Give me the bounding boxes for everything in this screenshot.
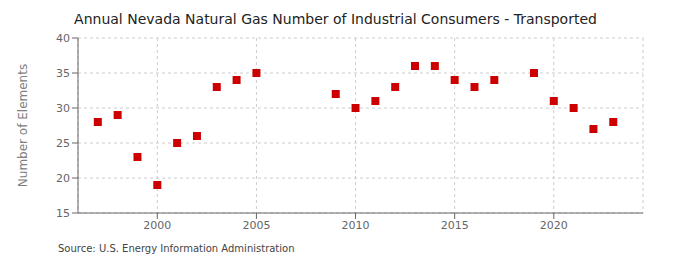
svg-text:20: 20	[56, 172, 70, 185]
svg-text:2015: 2015	[441, 219, 469, 232]
html-text:Source: U.S. Energy Informatio: Source: U.S. Energy Information Administ…	[58, 243, 295, 254]
svg-text:15: 15	[56, 207, 70, 220]
svg-text:40: 40	[56, 32, 70, 45]
svg-text:2010: 2010	[342, 219, 370, 232]
svg-text:25: 25	[56, 137, 70, 150]
svg-text:Number of Elements: Number of Elements	[16, 64, 30, 187]
svg-text:35: 35	[56, 67, 70, 80]
svg-text:2000: 2000	[143, 219, 171, 232]
html-text:Annual Nevada Natural Gas Numb: Annual Nevada Natural Gas Number of Indu…	[74, 11, 597, 27]
svg-text:30: 30	[56, 102, 70, 115]
svg-text:2005: 2005	[242, 219, 270, 232]
svg-text:2020: 2020	[540, 219, 568, 232]
